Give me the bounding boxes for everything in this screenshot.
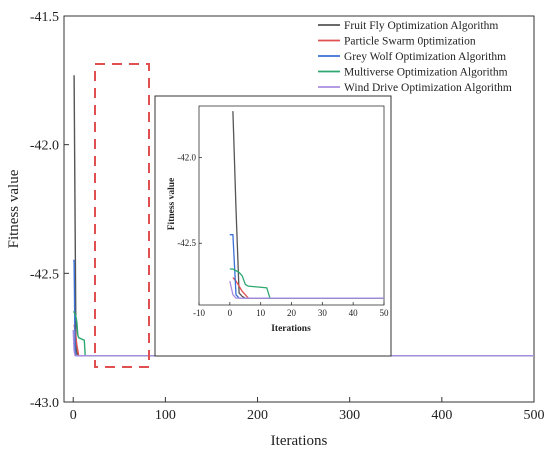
legend-label: Particle Swarm 0ptimization [344,36,476,48]
inset-series-group [229,111,384,299]
inset-y-tick-label: -42.0 [177,152,196,162]
y-tick-label: -42.0 [30,139,59,154]
inset-x-tick-label: 0 [228,308,233,318]
x-tick-label: 0 [70,408,77,423]
x-tick-label: 200 [247,408,268,423]
legend-label: Fruit Fly Optimization Algorithm [344,20,498,32]
legend: Fruit Fly Optimization Algorithm Particle… [318,20,512,94]
inset-ticks-group: -10 0 10 20 30 40 50 -42.0 -42.5 [177,152,389,318]
plot-frame [63,15,535,403]
inset-frame [154,95,392,357]
inset-y-axis-label: Fitness value [167,178,177,231]
x-tick-label: 500 [524,408,545,423]
zoom-box [94,63,150,368]
legend-label: Wind Drive Optimization Algorithm [344,82,512,94]
inset-x-tick-label: 40 [349,308,359,318]
legend-label: Multiverse Optimization Algorithm [344,67,508,79]
legend-label: Grey Wolf Optimization Algorithm [344,51,506,63]
inset-x-axis-label: Iterations [271,324,311,334]
x-tick-label: 300 [339,408,360,423]
inset-series-line-wind-drive-optimization-algorithm [229,280,384,299]
y-tick-label: -41.5 [30,10,59,25]
inset-y-tick-label: -42.5 [177,238,196,248]
inset-x-tick-label: 20 [287,308,297,318]
inset-x-tick-label: 50 [380,308,390,318]
x-tick-label: 400 [431,408,452,423]
x-axis-label: Iterations [271,433,328,449]
y-tick-label: -43.0 [30,396,59,411]
y-axis-label: Fitness value [6,169,22,248]
inset-x-tick-label: -10 [193,308,205,318]
inset-x-tick-label: 30 [318,308,328,318]
main-ticks-group: 0 100 200 300 400 500-41.5-42.0-42.5-43.0 [30,10,545,423]
inset-x-tick-label: 10 [256,308,266,318]
x-tick-label: 100 [155,408,176,423]
y-tick-label: -42.5 [30,267,59,282]
